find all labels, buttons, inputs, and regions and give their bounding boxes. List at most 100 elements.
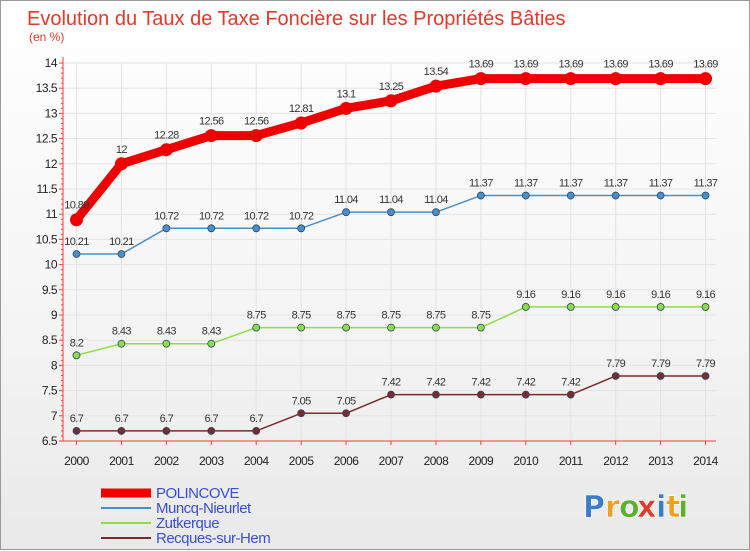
data-label: 6.7: [160, 413, 174, 425]
x-tick-label: 2004: [244, 454, 270, 468]
data-label: 13.69: [603, 59, 628, 71]
y-tick-label: 7.5: [42, 384, 58, 398]
data-label: 7.42: [382, 377, 401, 389]
data-point-Zutkerque-2006: [342, 323, 350, 332]
data-point-Recques-sur-Hem-2009: [476, 390, 485, 399]
data-point-Muncq-Nieurlet-2000: [72, 250, 81, 258]
chart-subtitle: (en %): [29, 30, 64, 44]
data-label: 9.16: [516, 289, 535, 301]
data-point-Zutkerque-2003: [207, 339, 216, 348]
data-point-Muncq-Nieurlet-2004: [252, 224, 261, 233]
y-tick-label: 9: [51, 308, 58, 322]
y-tick-label: 12.5: [36, 132, 58, 146]
data-label: 8.2: [70, 337, 84, 349]
data-point-Muncq-Nieurlet-2008: [432, 208, 440, 217]
x-tick-label: 2006: [334, 454, 360, 468]
data-point-Recques-sur-Hem-2002: [162, 427, 171, 435]
data-point-Recques-sur-Hem-2011: [566, 390, 575, 399]
y-tick-label: 14: [45, 56, 58, 70]
data-point-POLINCOVE-2004: [249, 129, 263, 143]
logo-letter: i: [656, 490, 666, 525]
x-tick-label: 2001: [109, 454, 135, 468]
series: [70, 72, 713, 435]
data-label: 13.69: [693, 59, 718, 71]
data-label: 8.75: [247, 310, 266, 322]
data-label: 7.42: [516, 377, 535, 389]
logo-letter: x: [637, 490, 656, 525]
data-label: 7.42: [471, 377, 490, 389]
y-tick-label: 8.5: [42, 333, 58, 347]
data-label: 8.75: [337, 310, 356, 322]
data-label: 11.37: [694, 178, 718, 190]
x-tick-label: 2002: [154, 454, 180, 468]
x-tick-label: 2012: [603, 454, 629, 468]
data-point-Muncq-Nieurlet-2012: [611, 191, 620, 200]
data-label: 9.16: [651, 289, 670, 301]
data-point-Muncq-Nieurlet-2007: [387, 208, 395, 217]
data-label: 11.37: [514, 178, 538, 190]
x-tick-label: 2014: [693, 454, 719, 468]
data-label: 7.79: [606, 358, 625, 370]
data-label: 12: [116, 144, 128, 156]
data-point-Muncq-Nieurlet-2001: [117, 250, 126, 258]
logo-letter: t: [666, 490, 680, 525]
data-point-Zutkerque-2010: [521, 303, 530, 311]
data-point-Recques-sur-Hem-2014: [701, 372, 710, 380]
y-tick-label: 12: [45, 157, 58, 171]
x-tick-label: 2013: [648, 454, 674, 468]
data-label: 10.21: [64, 236, 89, 248]
y-tick-label: 13: [45, 106, 58, 120]
data-label: 8.75: [292, 310, 311, 322]
data-label: 10.21: [109, 236, 134, 248]
legend-label: Muncq-Nieurlet: [156, 500, 252, 517]
data-label: 13.69: [558, 59, 583, 71]
data-point-Recques-sur-Hem-2013: [656, 372, 665, 380]
chart-title: Evolution du Taux de Taxe Foncière sur l…: [27, 8, 565, 30]
y-tick-label: 7: [51, 409, 58, 423]
data-label: 10.89: [64, 200, 89, 212]
data-point-Zutkerque-2014: [701, 303, 710, 311]
data-label: 8.43: [112, 326, 131, 338]
data-point-Muncq-Nieurlet-2014: [701, 191, 710, 200]
data-label: 7.79: [696, 358, 715, 370]
data-label: 13.69: [469, 59, 494, 71]
data-label: 11.04: [424, 194, 448, 206]
axes: 6.5 7 7.5 8 8.5 9 9.5 10 10.5 11 11.5 12 12.5 13 13.5 1…: [36, 56, 720, 468]
data-label: 11.37: [469, 178, 493, 190]
data-point-Recques-sur-Hem-2000: [72, 427, 81, 435]
data-point-POLINCOVE-2005: [294, 116, 308, 130]
data-point-Muncq-Nieurlet-2002: [162, 224, 171, 233]
data-label: 9.16: [561, 289, 580, 301]
data-label: 13.1: [337, 88, 356, 100]
y-tick-label: 13.5: [36, 81, 58, 95]
data-point-Zutkerque-2011: [566, 303, 575, 311]
data-label: 11.04: [379, 194, 403, 206]
data-label: 7.05: [337, 395, 356, 407]
data-label: 13.69: [514, 59, 539, 71]
data-label: 10.72: [289, 210, 314, 222]
legend-label: Zutkerque: [156, 515, 219, 532]
logo-letter: o: [619, 490, 640, 525]
data-label: 6.7: [115, 413, 129, 425]
data-point-POLINCOVE-2010: [519, 72, 533, 86]
data-point-Recques-sur-Hem-2012: [611, 372, 620, 380]
data-label: 6.7: [205, 413, 219, 425]
data-label: 10.72: [244, 210, 269, 222]
data-point-POLINCOVE-2008: [429, 79, 443, 93]
data-point-Muncq-Nieurlet-2009: [476, 191, 485, 200]
data-point-Recques-sur-Hem-2007: [387, 390, 395, 399]
data-label: 10.72: [154, 210, 179, 222]
data-point-Muncq-Nieurlet-2011: [566, 191, 575, 200]
data-label: 12.81: [289, 103, 314, 115]
data-point-Zutkerque-2008: [432, 323, 440, 332]
data-point-Zutkerque-2012: [611, 303, 620, 311]
data-point-Muncq-Nieurlet-2005: [297, 224, 306, 233]
y-tick-label: 8: [51, 358, 58, 372]
data-point-Muncq-Nieurlet-2010: [521, 191, 530, 200]
y-tick-label: 10: [45, 258, 58, 272]
data-point-Muncq-Nieurlet-2003: [207, 224, 216, 233]
data-point-Zutkerque-2009: [476, 323, 485, 332]
data-point-Zutkerque-2013: [656, 303, 665, 311]
